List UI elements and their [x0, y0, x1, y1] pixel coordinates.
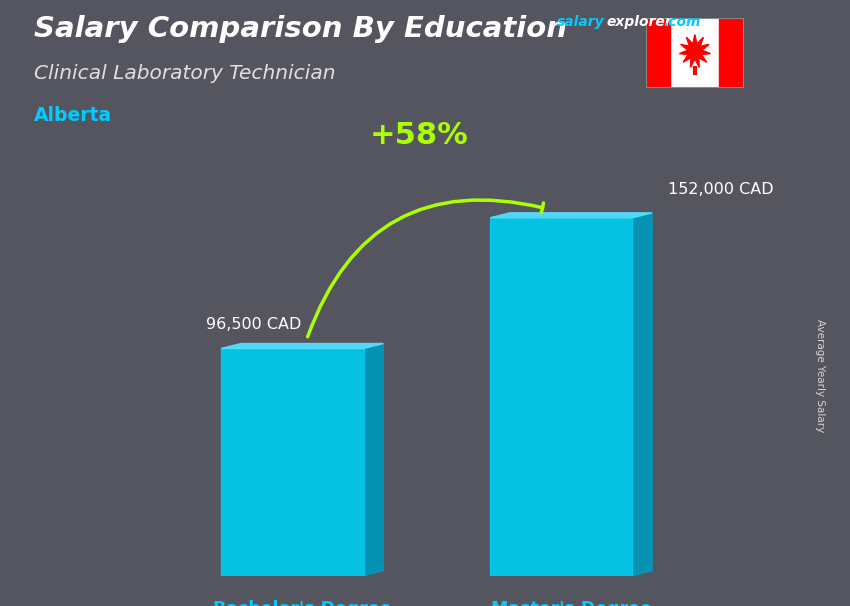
Text: 152,000 CAD: 152,000 CAD: [668, 182, 774, 197]
Text: Alberta: Alberta: [34, 106, 112, 125]
Text: explorer: explorer: [606, 15, 672, 29]
Text: Salary Comparison By Education: Salary Comparison By Education: [34, 15, 567, 43]
Text: salary: salary: [557, 15, 604, 29]
Text: Master's Degree: Master's Degree: [490, 601, 652, 606]
Polygon shape: [221, 344, 383, 348]
Polygon shape: [490, 213, 652, 218]
Polygon shape: [364, 344, 383, 576]
Text: Clinical Laboratory Technician: Clinical Laboratory Technician: [34, 64, 336, 82]
Bar: [646, 18, 671, 88]
Polygon shape: [221, 348, 364, 576]
Text: Average Yearly Salary: Average Yearly Salary: [815, 319, 825, 432]
Text: +58%: +58%: [370, 121, 468, 150]
Text: .com: .com: [664, 15, 701, 29]
Polygon shape: [632, 213, 652, 576]
Polygon shape: [490, 218, 632, 576]
Text: Bachelor's Degree: Bachelor's Degree: [213, 601, 392, 606]
Polygon shape: [679, 35, 711, 67]
Text: 96,500 CAD: 96,500 CAD: [206, 317, 301, 332]
Bar: [719, 18, 744, 88]
